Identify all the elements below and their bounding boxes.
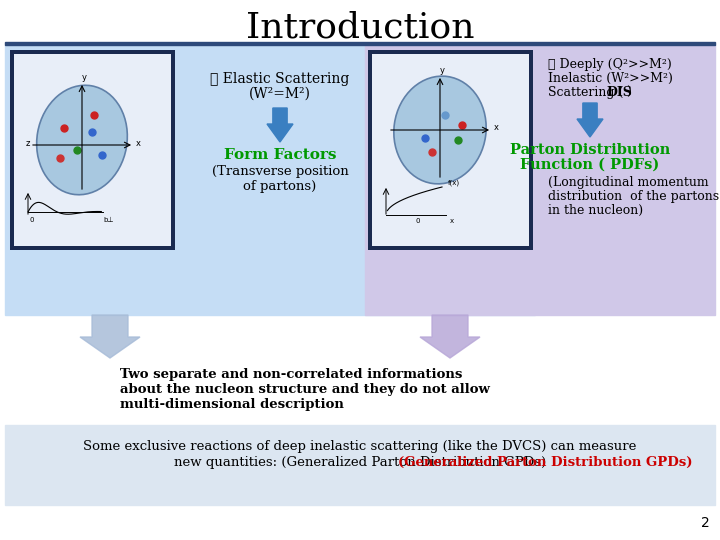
Text: Two separate and non-correlated informations: Two separate and non-correlated informat… xyxy=(120,368,462,381)
Text: (W²=M²): (W²=M²) xyxy=(249,87,311,101)
Bar xyxy=(368,50,533,250)
Text: x: x xyxy=(450,218,454,224)
Text: (Transverse position: (Transverse position xyxy=(212,165,348,178)
Bar xyxy=(372,54,529,246)
Text: x: x xyxy=(136,138,141,147)
Text: ❖ Elastic Scattering: ❖ Elastic Scattering xyxy=(210,72,350,86)
Text: Some exclusive reactions of deep inelastic scattering (like the DVCS) can measur: Some exclusive reactions of deep inelast… xyxy=(84,440,636,453)
Text: 0: 0 xyxy=(30,217,35,223)
Text: z: z xyxy=(26,138,30,147)
Text: DIS: DIS xyxy=(606,86,632,99)
Text: y: y xyxy=(81,73,86,82)
Text: y: y xyxy=(439,66,444,75)
Text: Form Factors: Form Factors xyxy=(224,148,336,162)
Ellipse shape xyxy=(394,76,486,184)
Text: distribution  of the partons: distribution of the partons xyxy=(548,190,719,203)
Bar xyxy=(5,425,715,505)
Text: b⊥: b⊥ xyxy=(103,217,114,223)
Text: Inelastic (W²>>M²): Inelastic (W²>>M²) xyxy=(548,72,673,85)
Bar xyxy=(10,50,175,250)
Text: of partons): of partons) xyxy=(243,180,317,193)
Text: Introduction: Introduction xyxy=(246,11,474,45)
Ellipse shape xyxy=(37,85,127,195)
Text: ): ) xyxy=(626,86,631,99)
Bar xyxy=(365,45,715,315)
Text: (Generalized Parton Distribution GPDs): (Generalized Parton Distribution GPDs) xyxy=(28,456,692,469)
Text: Function ( PDFs): Function ( PDFs) xyxy=(521,158,660,172)
Text: in the nucleon): in the nucleon) xyxy=(548,204,643,217)
Text: 2: 2 xyxy=(701,516,710,530)
Polygon shape xyxy=(420,315,480,358)
Bar xyxy=(14,54,171,246)
Text: x: x xyxy=(494,124,499,132)
Bar xyxy=(5,42,715,45)
Text: Parton Distribution: Parton Distribution xyxy=(510,143,670,157)
Polygon shape xyxy=(80,315,140,358)
Text: 0: 0 xyxy=(416,218,420,224)
Text: Scattering (: Scattering ( xyxy=(548,86,624,99)
Text: about the nucleon structure and they do not allow: about the nucleon structure and they do … xyxy=(120,383,490,396)
Text: new quantities: (Generalized Parton Distribution GPDs): new quantities: (Generalized Parton Dist… xyxy=(174,456,546,469)
Bar xyxy=(5,45,535,315)
Polygon shape xyxy=(577,103,603,137)
Polygon shape xyxy=(267,108,293,142)
Text: (Longitudinal momentum: (Longitudinal momentum xyxy=(548,176,708,189)
Text: ❖ Deeply (Q²>>M²): ❖ Deeply (Q²>>M²) xyxy=(548,58,672,71)
Text: multi-dimensional description: multi-dimensional description xyxy=(120,398,344,411)
Text: f(x): f(x) xyxy=(448,180,460,186)
